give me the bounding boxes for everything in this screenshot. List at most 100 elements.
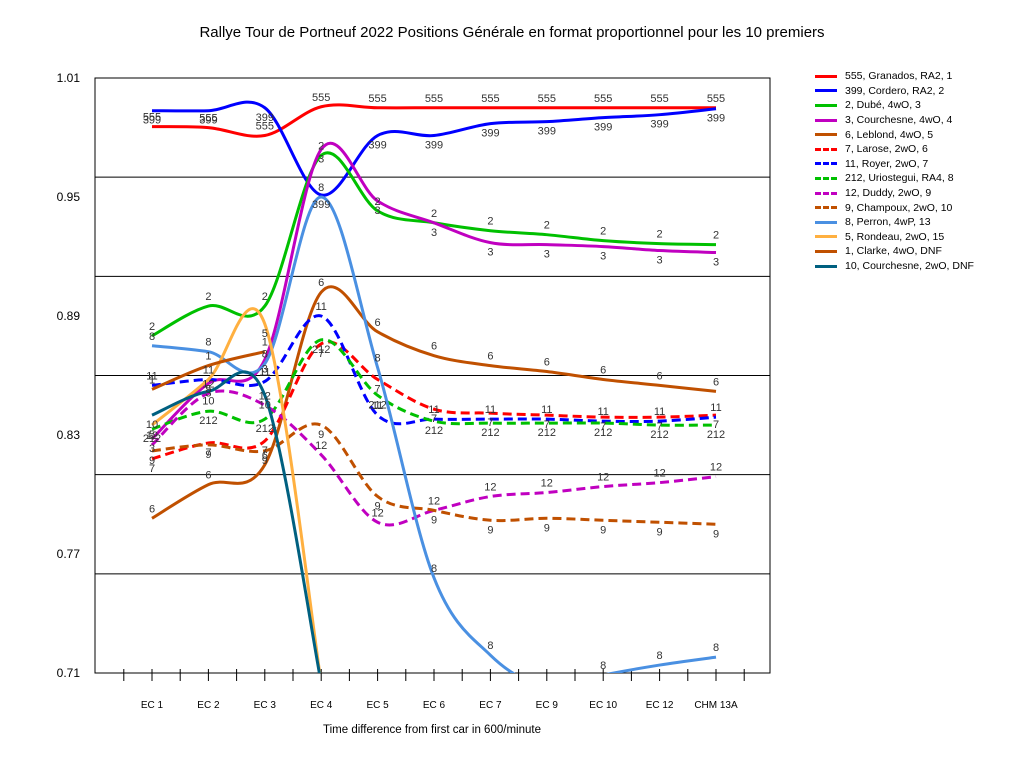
point-label: 6: [431, 341, 437, 353]
point-label: 8: [600, 660, 606, 672]
point-label: 9: [149, 455, 155, 467]
legend-swatch: [815, 118, 837, 122]
point-label: 212: [538, 427, 556, 439]
point-label: 2: [262, 291, 268, 303]
point-label: 3: [375, 205, 381, 217]
point-label: 3: [149, 443, 155, 455]
point-label: 7: [713, 419, 719, 431]
point-label: 555: [538, 93, 556, 105]
legend-label: 6, Leblond, 4wO, 5: [845, 128, 934, 141]
point-label: 6: [375, 317, 381, 329]
point-label: 12: [710, 462, 722, 474]
legend-label: 8, Perron, 4wP, 13: [845, 216, 931, 229]
point-label: 7: [149, 463, 155, 475]
point-label: 12: [653, 468, 665, 480]
point-label: 6: [544, 357, 550, 369]
point-label: 399: [425, 140, 443, 152]
series-line: [151, 195, 717, 673]
point-label: 8: [318, 182, 324, 194]
point-label: 11: [146, 370, 157, 382]
legend-swatch: [815, 220, 837, 224]
y-tick-label: 0.71: [57, 666, 81, 680]
point-label: 7: [375, 383, 381, 395]
legend-label: 10, Courchesne, 2wO, DNF: [845, 260, 974, 273]
point-label: 2: [149, 321, 155, 333]
point-label: 10: [202, 395, 214, 407]
point-label: 1: [149, 374, 155, 386]
point-label: 399: [312, 199, 330, 211]
point-label: 555: [368, 93, 386, 105]
point-label: 3: [487, 247, 493, 259]
point-label: 7: [600, 421, 606, 433]
x-tick-label: EC 9: [536, 700, 559, 711]
point-label: 7: [487, 417, 493, 429]
legend-label: 3, Courchesne, 4wO, 4: [845, 114, 953, 127]
point-label: 11: [259, 366, 270, 378]
point-label: 212: [368, 399, 386, 411]
legend-item: 399, Cordero, RA2, 2: [815, 84, 974, 99]
point-label: 212: [143, 433, 161, 445]
point-label: 9: [713, 528, 719, 540]
point-label: 6: [149, 503, 155, 515]
series-line: [151, 307, 322, 673]
point-label: 7: [262, 445, 268, 457]
point-label: 12: [371, 507, 383, 519]
point-label: 399: [368, 140, 386, 152]
point-label: 399: [256, 112, 274, 124]
legend-label: 555, Granados, RA2, 1: [845, 70, 953, 83]
point-label: 11: [485, 404, 496, 416]
point-label: 399: [650, 119, 668, 131]
point-label: 11: [654, 406, 665, 418]
point-label: 555: [707, 93, 725, 105]
point-label: 12: [541, 478, 553, 490]
point-label: 555: [199, 113, 217, 125]
point-label: 555: [425, 93, 443, 105]
point-label: 399: [143, 115, 161, 127]
point-label: 2: [600, 226, 606, 238]
point-label: 11: [428, 404, 439, 416]
point-label: 9: [657, 526, 663, 538]
point-label: 2: [318, 140, 324, 152]
y-tick-label: 0.95: [57, 190, 81, 204]
series-line: [151, 340, 717, 461]
series-line: [150, 141, 717, 441]
point-label: 212: [594, 427, 612, 439]
point-label: 3: [205, 387, 211, 399]
legend-swatch: [815, 89, 837, 93]
point-label: 11: [541, 404, 552, 416]
legend-swatch: [815, 147, 837, 151]
point-label: 2: [544, 220, 550, 232]
legend-swatch: [815, 162, 837, 166]
point-label: 555: [594, 93, 612, 105]
point-label: 399: [199, 115, 217, 127]
point-label: 12: [428, 495, 440, 507]
x-axis-label: Time difference from first car in 600/mi…: [323, 724, 541, 736]
point-label: 212: [256, 423, 274, 435]
point-label: 2: [205, 291, 211, 303]
legend-item: 555, Granados, RA2, 1: [815, 69, 974, 84]
legend-label: 9, Champoux, 2wO, 10: [845, 201, 953, 214]
point-label: 6: [487, 351, 493, 363]
point-label: 555: [143, 112, 161, 124]
point-label: 12: [597, 472, 609, 484]
point-label: 399: [538, 126, 556, 138]
point-label: 3: [544, 249, 550, 261]
point-label: 8: [375, 353, 381, 365]
x-tick-label: EC 6: [423, 700, 446, 711]
x-tick-label: EC 2: [197, 700, 220, 711]
point-label: 11: [597, 406, 608, 418]
point-label: 11: [710, 402, 721, 414]
series-line: [151, 338, 717, 431]
legend-label: 11, Royer, 2wO, 7: [845, 157, 929, 170]
point-label: 8: [262, 349, 268, 361]
point-label: 399: [594, 122, 612, 134]
series-line: [151, 285, 717, 520]
x-tick-label: EC 3: [254, 700, 277, 711]
series-line: [151, 314, 717, 426]
legend: 555, Granados, RA2, 1 399, Cordero, RA2, …: [815, 69, 974, 273]
point-label: 212: [707, 429, 725, 441]
x-tick-label: EC 7: [479, 700, 502, 711]
point-label: 2: [713, 230, 719, 242]
legend-swatch: [815, 176, 837, 180]
